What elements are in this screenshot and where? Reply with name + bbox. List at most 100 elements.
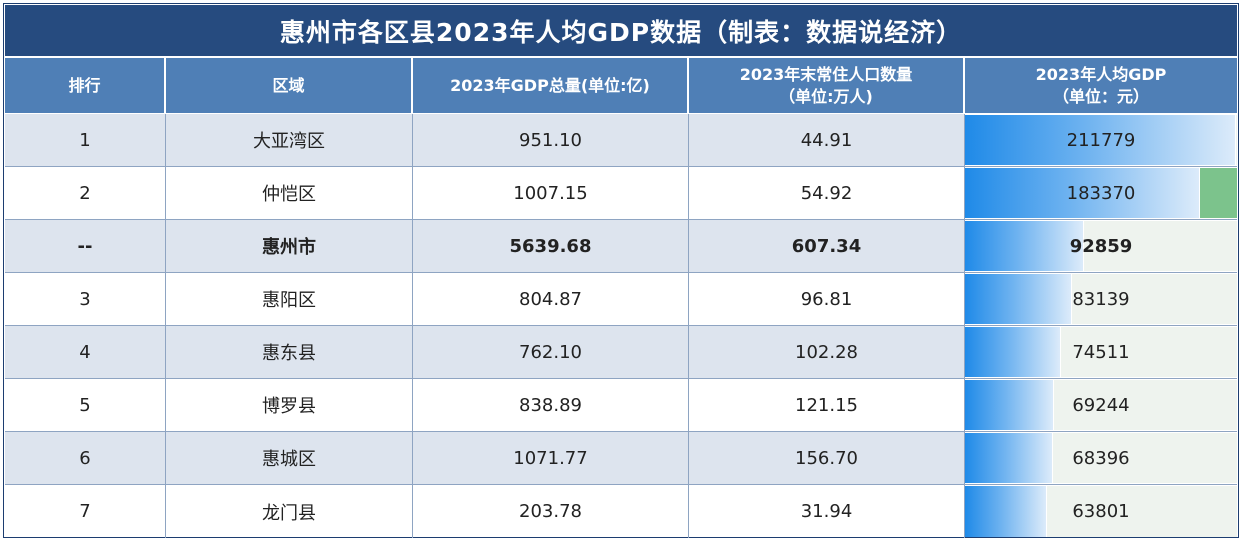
population-cell-text: 121.15 [795,394,858,416]
population-cell-text: 607.34 [791,235,862,257]
per-capita-value: 92859 [1069,235,1133,257]
region-cell: 仲恺区 [166,167,413,219]
per-capita-data-bar [965,486,1046,537]
population-cell: 156.70 [689,432,965,484]
gdp-cell-text: 1007.15 [513,182,588,204]
population-cell: 31.94 [689,485,965,538]
per-capita-data-bar [965,221,1083,271]
per-capita-bar-remainder [1236,115,1237,165]
rank-cell: 3 [5,273,166,325]
population-cell: 607.34 [689,220,965,272]
rank-cell-text: 7 [79,501,91,522]
per-capita-bar-remainder [1061,327,1237,377]
per-capita-bar-remainder [1053,433,1237,483]
rank-cell: 1 [5,114,166,166]
rank-cell: 7 [5,485,166,538]
table-row: 6 惠城区 1071.77 156.70 68396 [5,432,1237,485]
table-body: 1 大亚湾区 951.10 44.91 211779 2 仲恺区 1007.15 54.92 18… [5,114,1237,538]
per-capita-data-bar [965,380,1053,430]
header-gdp: 2023年GDP总量(单位:亿) [413,58,689,113]
region-cell: 惠阳区 [166,273,413,325]
per-capita-data-bar [965,274,1071,324]
region-cell: 龙门县 [166,485,413,538]
per-capita-value: 74511 [1072,341,1130,363]
rank-cell: 2 [5,167,166,219]
region-cell-text: 惠阳区 [262,290,316,311]
table-row: -- 惠州市 5639.68 607.34 92859 [5,220,1237,273]
table-row: 7 龙门县 203.78 31.94 63801 [5,485,1237,538]
population-cell: 102.28 [689,326,965,378]
table-row: 1 大亚湾区 951.10 44.91 211779 [5,114,1237,167]
per-capita-value: 183370 [1066,182,1136,204]
gdp-cell-text: 762.10 [519,341,582,363]
rank-cell-text: 3 [79,288,91,310]
rank-cell: 5 [5,379,166,431]
table-header: 排行 区域 2023年GDP总量(单位:亿) 2023年末常住人口数量 （单位:… [5,58,1237,113]
per-capita-data-bar [965,115,1235,165]
per-capita-data-bar [965,327,1060,377]
rank-cell-text: -- [77,235,93,257]
gdp-cell-text: 1071.77 [513,447,588,469]
header-per-capita-line1: 2023年人均GDP [1035,64,1167,84]
gdp-cell: 838.89 [413,379,689,431]
per-capita-bar-remainder [1072,274,1237,324]
gdp-cell-text: 951.10 [519,129,582,151]
header-per-capita: 2023年人均GDP （单位：元） [965,58,1237,113]
header-population-line2: （单位:万人) [779,86,873,106]
region-cell-text: 惠城区 [262,449,316,470]
per-capita-bar-remainder [1084,221,1237,271]
population-cell: 96.81 [689,273,965,325]
table-title: 惠州市各区县2023年人均GDP数据（制表：数据说经济） [5,5,1237,56]
gdp-cell: 804.87 [413,273,689,325]
population-cell-text: 54.92 [800,182,853,204]
gdp-cell: 203.78 [413,485,689,538]
per-capita-cell: 68396 [965,432,1237,484]
population-cell-text: 156.70 [795,447,858,469]
region-cell-text: 博罗县 [262,396,316,417]
gdp-cell-text: 5639.68 [509,235,592,257]
region-cell-text: 惠东县 [262,343,316,364]
per-capita-cell: 74511 [965,326,1237,378]
header-gdp-label: 2023年GDP总量(单位:亿) [450,75,650,95]
header-per-capita-line2: （单位：元） [1052,86,1149,106]
rank-cell-text: 2 [79,182,91,204]
per-capita-cell: 63801 [965,485,1237,538]
per-capita-value: 211779 [1066,129,1136,151]
region-cell: 大亚湾区 [166,114,413,166]
per-capita-cell: 211779 [965,114,1237,166]
table-frame [3,3,1239,538]
gdp-cell: 5639.68 [413,220,689,272]
gdp-cell-text: 203.78 [519,501,582,522]
rank-cell-text: 4 [79,341,91,363]
per-capita-data-bar [965,168,1199,218]
rank-cell: 4 [5,326,166,378]
header-region: 区域 [166,58,413,113]
rank-cell: 6 [5,432,166,484]
header-population: 2023年末常住人口数量 （单位:万人) [689,58,965,113]
per-capita-data-bar [965,433,1052,483]
gdp-cell: 762.10 [413,326,689,378]
per-capita-bar-remainder [1047,486,1237,537]
table-row: 4 惠东县 762.10 102.28 74511 [5,326,1237,379]
population-cell: 54.92 [689,167,965,219]
per-capita-cell: 69244 [965,379,1237,431]
per-capita-cell: 183370 [965,167,1237,219]
gdp-cell: 1071.77 [413,432,689,484]
gdp-cell: 1007.15 [413,167,689,219]
gdp-cell-text: 804.87 [519,288,582,310]
population-cell: 121.15 [689,379,965,431]
per-capita-value: 69244 [1072,394,1130,416]
rank-cell-text: 5 [79,394,91,416]
region-cell-text: 仲恺区 [262,184,316,205]
per-capita-cell: 83139 [965,273,1237,325]
table-row: 5 博罗县 838.89 121.15 69244 [5,379,1237,432]
header-region-label: 区域 [272,75,305,95]
header-rank-label: 排行 [68,75,101,95]
population-cell-text: 102.28 [795,341,858,363]
table-row: 2 仲恺区 1007.15 54.92 183370 [5,167,1237,220]
per-capita-bar-remainder [1200,168,1237,218]
population-cell: 44.91 [689,114,965,166]
region-cell-text: 大亚湾区 [253,131,325,152]
header-rank: 排行 [5,58,166,113]
header-population-line1: 2023年末常住人口数量 [739,64,913,84]
